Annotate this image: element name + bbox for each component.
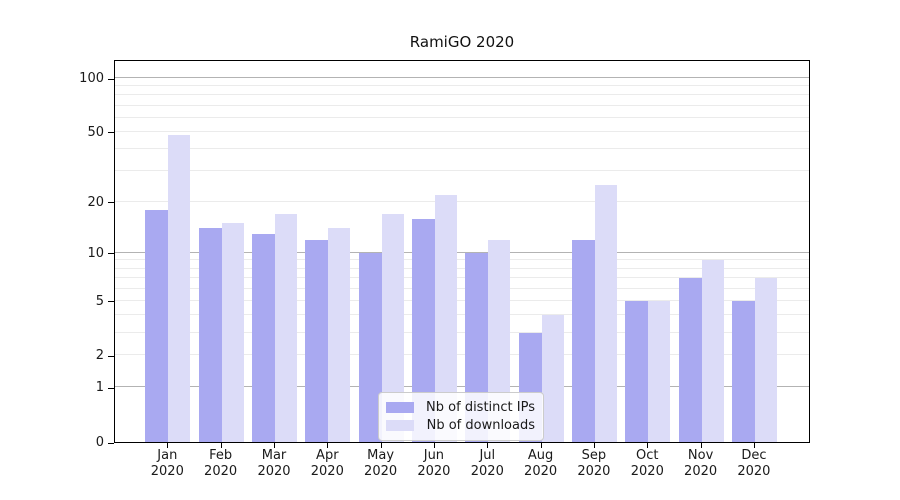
minor-gridline [115, 116, 809, 118]
x-tick-label: Feb 2020 [204, 448, 238, 479]
bar-downloads-may [381, 214, 404, 442]
minor-gridline [115, 104, 809, 106]
bar-distinct-ips-nov [678, 278, 702, 442]
x-tick-label: Oct 2020 [630, 448, 664, 479]
x-tick-label: Mar 2020 [257, 448, 291, 479]
bar-distinct-ips-feb [198, 228, 222, 442]
bar-downloads-apr [328, 228, 351, 442]
bar-downloads-aug [541, 315, 564, 442]
bar-downloads-jun [434, 194, 457, 442]
x-tick-label: Jan 2020 [150, 448, 184, 479]
x-tick-mark [593, 443, 595, 448]
minor-gridline [115, 299, 809, 301]
x-tick-label: Jun 2020 [417, 448, 451, 479]
x-tick-mark [753, 443, 755, 448]
minor-gridline [115, 331, 809, 333]
y-tick-label: 0 [95, 435, 104, 450]
x-tick-label: Jul 2020 [470, 448, 504, 479]
bar-distinct-ips-dec [731, 300, 755, 442]
y-tick-label: 20 [87, 194, 104, 210]
minor-gridline [115, 287, 809, 289]
x-tick-mark [327, 443, 329, 448]
minor-gridline [115, 259, 809, 261]
y-tick-label: 2 [95, 348, 104, 364]
plot-area [114, 60, 810, 443]
x-tick-label: Apr 2020 [310, 448, 344, 479]
bar-distinct-ips-sep [571, 239, 595, 442]
minor-gridline [115, 314, 809, 316]
y-tick-label: 5 [95, 293, 104, 309]
y-tick-mark [108, 202, 114, 204]
y-tick-mark [108, 387, 114, 389]
legend-label: Nb of downloads [426, 418, 535, 433]
y-tick-mark [108, 442, 114, 444]
bar-distinct-ips-jan [145, 209, 169, 442]
minor-gridline [115, 277, 809, 278]
legend-swatch [386, 420, 414, 431]
x-tick-mark [167, 443, 169, 448]
x-tick-mark [220, 443, 222, 448]
legend-entry: Nb of distinct IPs [386, 399, 535, 416]
bar-distinct-ips-mar [252, 233, 275, 442]
x-tick-label: Sep 2020 [577, 448, 611, 479]
x-tick-label: Aug 2020 [524, 448, 558, 479]
bar-downloads-mar [275, 214, 297, 442]
minor-gridline [115, 148, 809, 150]
legend-entry: Nb of downloads [386, 417, 535, 434]
x-tick-mark [433, 443, 435, 448]
y-tick-label: 10 [87, 245, 104, 261]
bar-downloads-nov [701, 260, 724, 442]
bar-downloads-jul [488, 239, 511, 442]
x-tick-mark [487, 443, 489, 448]
bar-distinct-ips-oct [625, 300, 649, 442]
y-tick-label: 1 [95, 380, 104, 396]
x-tick-label: Nov 2020 [684, 448, 718, 479]
legend-label: Nb of distinct IPs [426, 400, 535, 415]
major-gridline [115, 251, 809, 253]
bar-downloads-feb [221, 223, 244, 442]
major-gridline [115, 77, 809, 78]
minor-gridline [115, 170, 809, 172]
minor-gridline [115, 267, 809, 269]
x-tick-label: Dec 2020 [737, 448, 771, 479]
bar-downloads-oct [648, 300, 671, 442]
y-tick-mark [108, 78, 114, 80]
x-tick-label: May 2020 [364, 448, 398, 479]
y-tick-label: 50 [87, 124, 104, 140]
minor-gridline [115, 354, 809, 356]
y-tick-mark [108, 301, 114, 303]
x-tick-mark [380, 443, 382, 448]
bar-distinct-ips-apr [305, 239, 329, 442]
minor-gridline [115, 200, 809, 202]
y-tick-mark [108, 355, 114, 357]
legend: Nb of distinct IPs Nb of downloads [378, 392, 544, 441]
chart-title: RamiGO 2020 [409, 33, 515, 51]
x-tick-mark [700, 443, 702, 448]
bar-downloads-sep [594, 185, 617, 442]
bar-distinct-ips-may [358, 252, 382, 442]
y-tick-mark [108, 132, 114, 134]
legend-swatch [386, 402, 414, 413]
bar-downloads-dec [754, 278, 777, 442]
y-tick-mark [108, 253, 114, 255]
minor-gridline [115, 130, 809, 132]
minor-gridline [115, 94, 809, 96]
major-gridline [115, 386, 809, 388]
x-tick-mark [647, 443, 649, 448]
x-tick-mark [274, 443, 275, 448]
x-tick-mark [540, 443, 542, 448]
bar-downloads-jan [168, 135, 191, 442]
y-tick-label: 100 [79, 71, 104, 86]
bar-distinct-ips-jun [411, 218, 435, 442]
minor-gridline [115, 85, 809, 87]
